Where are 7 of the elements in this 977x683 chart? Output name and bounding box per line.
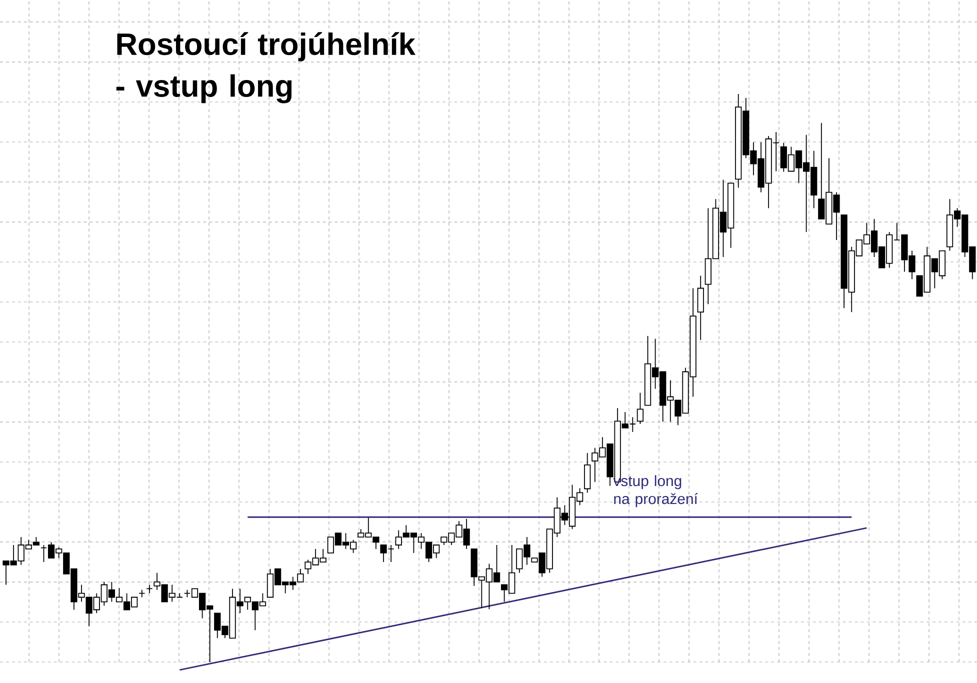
candlestick	[697, 275, 704, 340]
annotation: vstup long na proražení	[613, 475, 698, 508]
candlestick	[138, 589, 146, 598]
candlestick	[636, 392, 644, 424]
candlestick	[584, 452, 591, 494]
candlestick	[146, 584, 153, 594]
chart-title: Rostoucí trojúhelník - vstup long	[116, 32, 416, 104]
